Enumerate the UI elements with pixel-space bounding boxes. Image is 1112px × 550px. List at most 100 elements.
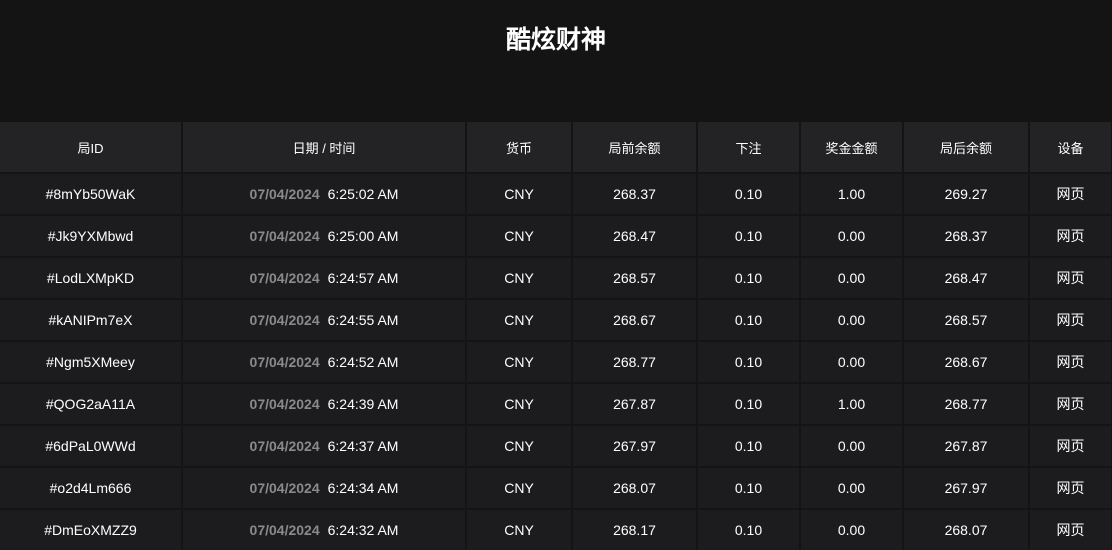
device: 网页 bbox=[1029, 256, 1112, 299]
currency: CNY bbox=[466, 256, 573, 299]
date-time: 07/04/2024 6:25:00 AM bbox=[182, 214, 467, 257]
balance-after: 269.27 bbox=[903, 172, 1030, 215]
bet: 0.10 bbox=[697, 340, 801, 383]
currency: CNY bbox=[466, 214, 573, 257]
time: 6:24:57 AM bbox=[327, 270, 399, 286]
currency: CNY bbox=[466, 508, 573, 550]
balance-after: 268.07 bbox=[903, 508, 1030, 550]
table-row: #6dPaL0WWd 07/04/2024 6:24:37 AM CNY 267.97 0… bbox=[0, 424, 1112, 467]
bet: 0.10 bbox=[697, 214, 801, 257]
balance-before: 268.67 bbox=[572, 298, 698, 341]
column-header: 局后余额 bbox=[903, 122, 1030, 173]
column-header: 设备 bbox=[1029, 122, 1112, 173]
balance-after: 267.97 bbox=[903, 466, 1030, 509]
date-time: 07/04/2024 6:24:32 AM bbox=[182, 508, 467, 550]
table-body: #8mYb50WaK 07/04/2024 6:25:02 AM CNY 268.37 0… bbox=[0, 172, 1112, 550]
time: 6:25:02 AM bbox=[327, 186, 399, 202]
currency: CNY bbox=[466, 298, 573, 341]
bet: 0.10 bbox=[697, 298, 801, 341]
date-time: 07/04/2024 6:24:55 AM bbox=[182, 298, 467, 341]
balance-before: 268.47 bbox=[572, 214, 698, 257]
currency: CNY bbox=[466, 466, 573, 509]
balance-after: 268.47 bbox=[903, 256, 1030, 299]
date: 07/04/2024 bbox=[249, 396, 320, 412]
column-header: 下注 bbox=[697, 122, 801, 173]
date: 07/04/2024 bbox=[249, 438, 320, 454]
balance-after: 268.37 bbox=[903, 214, 1030, 257]
bet: 0.10 bbox=[697, 466, 801, 509]
round-id: #DmEoXMZZ9 bbox=[0, 508, 183, 550]
device: 网页 bbox=[1029, 214, 1112, 257]
round-id: #6dPaL0WWd bbox=[0, 424, 183, 467]
date-time: 07/04/2024 6:25:02 AM bbox=[182, 172, 467, 215]
currency: CNY bbox=[466, 172, 573, 215]
date: 07/04/2024 bbox=[249, 480, 320, 496]
date: 07/04/2024 bbox=[249, 522, 320, 538]
currency: CNY bbox=[466, 340, 573, 383]
table-row: #QOG2aA11A 07/04/2024 6:24:39 AM CNY 267.87 0… bbox=[0, 382, 1112, 425]
balance-before: 268.17 bbox=[572, 508, 698, 550]
column-header: 货币 bbox=[466, 122, 573, 173]
balance-before: 267.97 bbox=[572, 424, 698, 467]
column-header: 局前余额 bbox=[572, 122, 698, 173]
win-amount: 0.00 bbox=[800, 466, 904, 509]
round-id: #o2d4Lm666 bbox=[0, 466, 183, 509]
round-id: #Ngm5XMeey bbox=[0, 340, 183, 383]
table-row: #DmEoXMZZ9 07/04/2024 6:24:32 AM CNY 268.17 0… bbox=[0, 508, 1112, 550]
device: 网页 bbox=[1029, 508, 1112, 550]
currency: CNY bbox=[466, 424, 573, 467]
date: 07/04/2024 bbox=[249, 186, 320, 202]
device: 网页 bbox=[1029, 172, 1112, 215]
round-id: #Jk9YXMbwd bbox=[0, 214, 183, 257]
win-amount: 0.00 bbox=[800, 214, 904, 257]
time: 6:24:39 AM bbox=[327, 396, 399, 412]
table-row: #o2d4Lm666 07/04/2024 6:24:34 AM CNY 268.07 0… bbox=[0, 466, 1112, 509]
round-id: #8mYb50WaK bbox=[0, 172, 183, 215]
win-amount: 0.00 bbox=[800, 340, 904, 383]
time: 6:24:55 AM bbox=[327, 312, 399, 328]
time: 6:24:32 AM bbox=[327, 522, 399, 538]
table-row: #kANIPm7eX 07/04/2024 6:24:55 AM CNY 268.67 0… bbox=[0, 298, 1112, 341]
date-time: 07/04/2024 6:24:39 AM bbox=[182, 382, 467, 425]
time: 6:25:00 AM bbox=[327, 228, 399, 244]
round-id: #LodLXMpKD bbox=[0, 256, 183, 299]
game-title: 酷炫财神 bbox=[505, 26, 606, 54]
column-header: 奖金金额 bbox=[800, 122, 904, 173]
win-amount: 0.00 bbox=[800, 424, 904, 467]
win-amount: 1.00 bbox=[800, 382, 904, 425]
balance-before: 268.07 bbox=[572, 466, 698, 509]
device: 网页 bbox=[1029, 298, 1112, 341]
bet: 0.10 bbox=[697, 382, 801, 425]
bet: 0.10 bbox=[697, 256, 801, 299]
time: 6:24:34 AM bbox=[327, 480, 399, 496]
bet: 0.10 bbox=[697, 424, 801, 467]
header-row: 局ID 日期 / 时间 货币 局前余额 下注 奖金金额 局后余额 设备 bbox=[0, 122, 1112, 173]
date-time: 07/04/2024 6:24:52 AM bbox=[182, 340, 467, 383]
bet: 0.10 bbox=[697, 172, 801, 215]
date-time: 07/04/2024 6:24:57 AM bbox=[182, 256, 467, 299]
balance-after: 268.67 bbox=[903, 340, 1030, 383]
date: 07/04/2024 bbox=[249, 312, 320, 328]
date-time: 07/04/2024 6:24:37 AM bbox=[182, 424, 467, 467]
date: 07/04/2024 bbox=[249, 270, 320, 286]
history-table: 局ID 日期 / 时间 货币 局前余额 下注 奖金金额 局后余额 设备 #8mYb50WaK 0… bbox=[0, 122, 1112, 550]
win-amount: 0.00 bbox=[800, 256, 904, 299]
round-id: #QOG2aA11A bbox=[0, 382, 183, 425]
device: 网页 bbox=[1029, 382, 1112, 425]
round-id: #kANIPm7eX bbox=[0, 298, 183, 341]
win-amount: 1.00 bbox=[800, 172, 904, 215]
column-header: 局ID bbox=[0, 122, 183, 173]
balance-after: 267.87 bbox=[903, 424, 1030, 467]
device: 网页 bbox=[1029, 340, 1112, 383]
bet: 0.10 bbox=[697, 508, 801, 550]
table-row: #Ngm5XMeey 07/04/2024 6:24:52 AM CNY 268.77 0… bbox=[0, 340, 1112, 383]
time: 6:24:37 AM bbox=[327, 438, 399, 454]
balance-before: 268.77 bbox=[572, 340, 698, 383]
balance-after: 268.57 bbox=[903, 298, 1030, 341]
column-header: 日期 / 时间 bbox=[182, 122, 467, 173]
date: 07/04/2024 bbox=[249, 354, 320, 370]
date: 07/04/2024 bbox=[249, 228, 320, 244]
date-time: 07/04/2024 6:24:34 AM bbox=[182, 466, 467, 509]
win-amount: 0.00 bbox=[800, 508, 904, 550]
